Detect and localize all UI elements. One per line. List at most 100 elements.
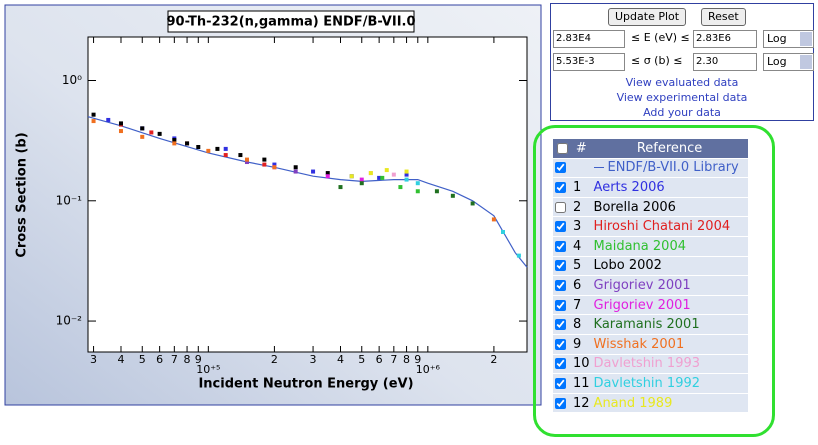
reference-row: 4 Maidana 2004: [553, 236, 748, 256]
data-point: [91, 119, 96, 124]
data-point: [415, 181, 420, 186]
series-checkbox[interactable]: [555, 240, 566, 252]
number-cell: 10: [571, 354, 592, 374]
link[interactable]: Add your data: [643, 106, 721, 119]
data-point: [377, 175, 382, 180]
sigma-min[interactable]: 5.53E-3: [553, 53, 625, 71]
energy-min[interactable]: 2.83E4: [553, 30, 625, 48]
data-point: [272, 165, 277, 170]
check-cell: [553, 256, 571, 276]
series-checkbox[interactable]: [555, 201, 566, 213]
reference-row: 11 Davletshin 1992: [553, 374, 748, 393]
reference-name[interactable]: Aerts 2006: [591, 178, 748, 197]
check-cell: [553, 178, 571, 197]
x-tick-label: 7: [390, 353, 397, 366]
reference-name[interactable]: Lobo 2002: [591, 256, 748, 276]
reference-row: 5 Lobo 2002: [553, 256, 748, 276]
update-button[interactable]: Update Plot: [608, 8, 687, 26]
data-point: [140, 134, 145, 139]
reference-row: ENDF/B-VII.0 Library: [553, 158, 748, 178]
legend-line: [593, 167, 604, 169]
check-cell: [553, 354, 571, 374]
reference-name[interactable]: Anand 1989: [591, 393, 748, 413]
check-cell: [553, 217, 571, 236]
data-point: [272, 162, 277, 167]
chart-title: 90-Th-232(n,gamma) ENDF/B-VII.0: [166, 15, 415, 30]
select-all[interactable]: [556, 142, 568, 154]
data-point: [470, 201, 475, 206]
data-point: [384, 168, 389, 173]
sigma-max[interactable]: 2.30: [693, 53, 757, 71]
check-cell: [553, 295, 571, 315]
series-checkbox[interactable]: [555, 162, 566, 174]
x-tick-label: 2: [271, 353, 278, 366]
y-axis-label: Cross Section (b): [15, 132, 30, 257]
energy-scale[interactable]: Log: [763, 30, 814, 48]
number-cell: 11: [571, 374, 592, 393]
check-cell: [553, 393, 571, 413]
series-checkbox[interactable]: [555, 299, 566, 311]
reset-button[interactable]: Reset: [701, 8, 746, 26]
title-box: [167, 10, 415, 33]
reference-row: 2 Borella 2006: [553, 197, 748, 217]
energy-max[interactable]: 2.83E6: [693, 30, 757, 48]
data-point: [223, 153, 228, 158]
reference-name[interactable]: ENDF/B-VII.0 Library: [591, 158, 748, 178]
series-checkbox[interactable]: [555, 377, 566, 389]
x-axis-label: Incident Neutron Energy (eV): [198, 377, 413, 392]
link[interactable]: View experimental data: [616, 91, 748, 104]
data-point: [404, 169, 409, 174]
check-cell: [553, 197, 571, 217]
reference-name[interactable]: Davletshin 1992: [591, 374, 748, 393]
number-cell: 2: [571, 197, 592, 217]
series-checkbox[interactable]: [555, 319, 566, 331]
reference-name[interactable]: Hiroshi Chatani 2004: [591, 217, 748, 236]
y-tick-label: 10⁻¹: [56, 193, 83, 207]
data-point: [185, 141, 190, 146]
data-point: [398, 185, 403, 190]
sigma-label: ≤ σ (b) ≤: [631, 54, 683, 67]
x-tick-label: 8: [184, 353, 191, 366]
reference-row: 8 Karamanis 2001: [553, 315, 748, 334]
reference-name[interactable]: Grigoriev 2001: [591, 276, 748, 295]
series-checkbox[interactable]: [555, 181, 566, 193]
link[interactable]: View evaluated data: [625, 76, 739, 89]
data-point: [516, 253, 521, 258]
header-row: # Reference: [553, 139, 748, 158]
data-point: [106, 117, 111, 122]
reference-name[interactable]: Maidana 2004: [591, 236, 748, 256]
series-checkbox[interactable]: [555, 260, 566, 272]
series-checkbox[interactable]: [555, 397, 566, 409]
data-point: [380, 175, 385, 180]
series-checkbox[interactable]: [555, 279, 566, 291]
series-checkbox[interactable]: [555, 221, 566, 233]
x-tick-label: 4: [117, 353, 124, 366]
header-cell: Reference: [591, 139, 748, 158]
data-point: [325, 171, 330, 176]
x-tick-label: 9: [195, 353, 202, 366]
reference-row: 12 Anand 1989: [553, 393, 748, 413]
number-cell: 8: [571, 315, 592, 334]
series-checkbox[interactable]: [555, 338, 566, 350]
x-tick-label: 4: [337, 353, 344, 366]
x-tick-label: 10⁺⁶: [416, 363, 441, 376]
reference-name[interactable]: Borella 2006: [591, 197, 748, 217]
reference-name[interactable]: Grigoriev 2001: [591, 295, 748, 315]
data-point: [262, 162, 267, 167]
reference-row: 10 Davletshin 1993: [553, 354, 748, 374]
x-tick-label: 2: [490, 353, 497, 366]
data-point: [157, 131, 162, 136]
data-point: [215, 146, 220, 151]
data-point: [149, 130, 154, 135]
reference-name[interactable]: Davletshin 1993: [591, 354, 748, 374]
data-point: [140, 126, 145, 131]
data-point: [293, 169, 298, 174]
reference-row: 6 Grigoriev 2001: [553, 276, 748, 295]
check-cell: [553, 334, 571, 354]
sigma-scale[interactable]: Log: [763, 53, 814, 71]
reference-name[interactable]: Karamanis 2001: [591, 315, 748, 334]
series-checkbox[interactable]: [555, 358, 566, 370]
data-point: [118, 129, 123, 134]
reference-name[interactable]: Wisshak 2001: [591, 334, 748, 354]
x-tick-label: 8: [403, 353, 410, 366]
